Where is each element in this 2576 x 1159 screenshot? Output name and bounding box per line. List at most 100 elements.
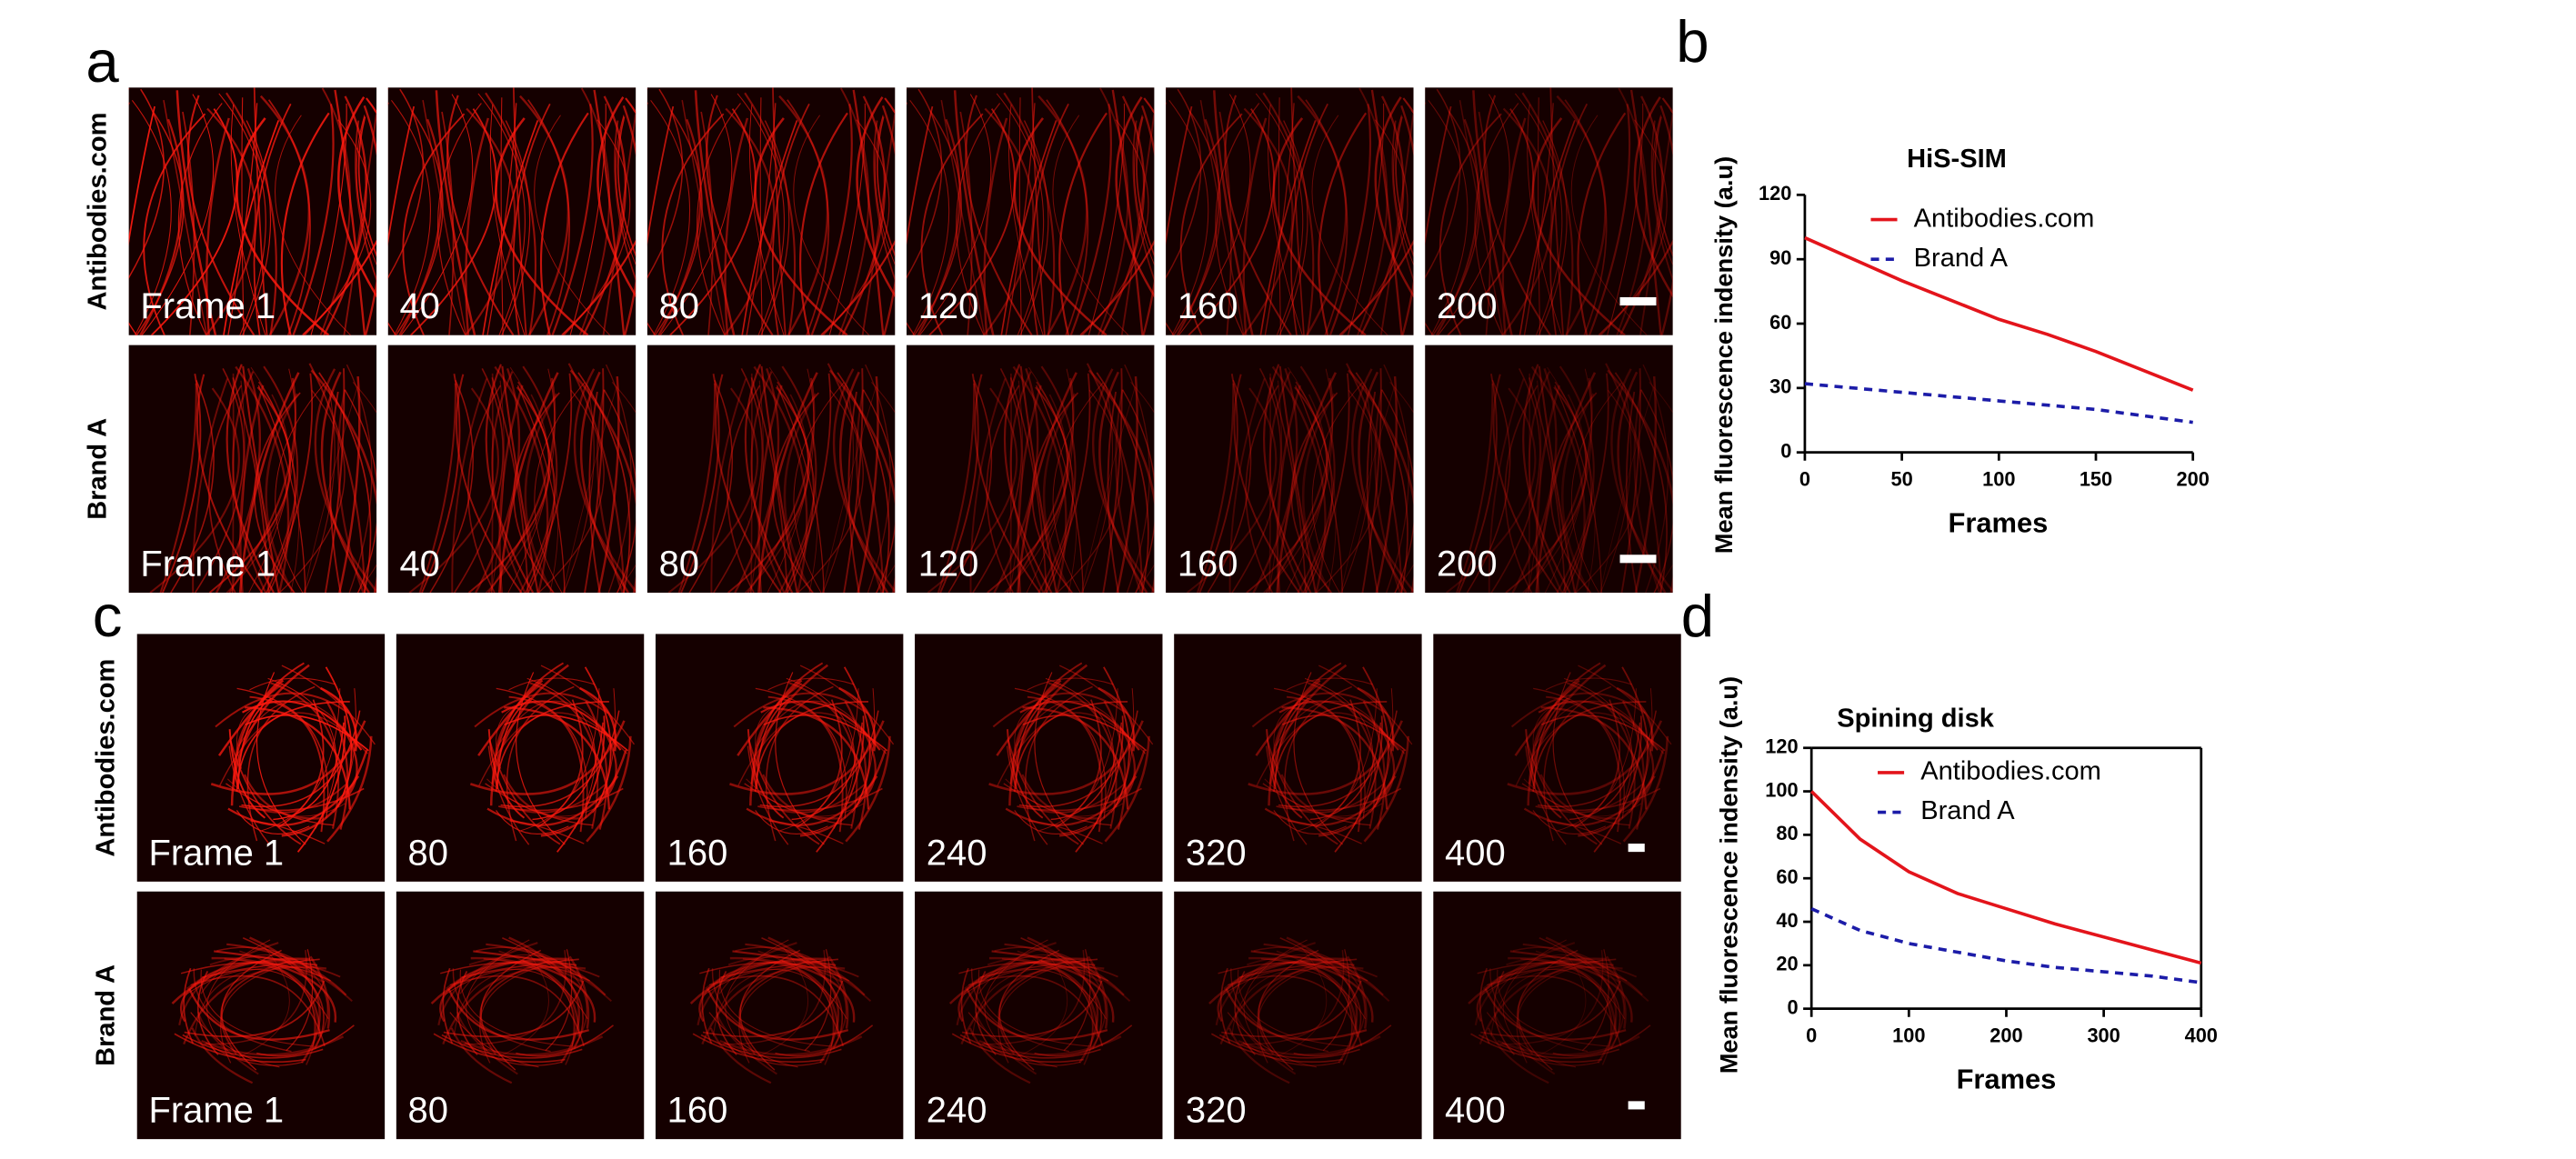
- filament: [226, 943, 347, 996]
- filament: [254, 392, 301, 594]
- filament: [1263, 364, 1312, 594]
- filament: [1284, 783, 1385, 814]
- filament: [1238, 1035, 1381, 1056]
- filament: [1268, 104, 1303, 335]
- micrograph: [396, 891, 645, 1140]
- filament: [304, 385, 336, 594]
- filament: [1395, 116, 1414, 257]
- filament: [1625, 391, 1639, 594]
- filament: [1527, 664, 1607, 806]
- filament: [1446, 387, 1537, 594]
- filament: [342, 727, 358, 795]
- filament: [700, 111, 714, 335]
- filament: [1268, 373, 1272, 594]
- filament: [441, 1034, 583, 1059]
- filament: [443, 980, 585, 1038]
- filament: [992, 692, 1128, 728]
- filament: [1014, 810, 1088, 834]
- y-tick-label: 120: [1765, 734, 1798, 757]
- micrograph: [1174, 891, 1422, 1140]
- filament: [1208, 957, 1348, 1004]
- filament: [1509, 950, 1614, 966]
- filament: [453, 966, 568, 1037]
- filament: [1425, 88, 1461, 279]
- filament: [828, 369, 896, 594]
- filament: [757, 385, 783, 594]
- filament: [1115, 96, 1155, 298]
- filament: [719, 1035, 863, 1056]
- filament: [1341, 119, 1408, 335]
- filament: [1278, 700, 1399, 751]
- filament: [1497, 1035, 1640, 1056]
- filament: [1535, 787, 1661, 812]
- filament: [975, 971, 997, 1055]
- filament: [729, 720, 885, 795]
- filament: [1599, 385, 1632, 594]
- filament: [534, 382, 586, 594]
- filament: [1438, 113, 1502, 335]
- micrograph-content: [667, 363, 896, 594]
- filament: [190, 1012, 280, 1068]
- filament: [477, 679, 544, 756]
- filament: [1251, 692, 1387, 728]
- filament: [1103, 666, 1130, 808]
- filament: [1516, 960, 1588, 1055]
- filament: [1302, 373, 1350, 594]
- filament: [494, 365, 549, 594]
- filament: [704, 968, 847, 1020]
- filament: [1027, 677, 1114, 691]
- filament: [1340, 385, 1373, 594]
- filament: [1001, 958, 1094, 1046]
- filament: [1556, 365, 1595, 594]
- filament: [1027, 695, 1103, 833]
- filament: [1218, 1034, 1360, 1059]
- filament: [970, 968, 1069, 1053]
- filament: [1281, 714, 1407, 752]
- y-axis-title: Mean fluorescence indensity (a.u): [1709, 156, 1738, 554]
- filament: [1425, 105, 1452, 245]
- filament: [669, 108, 757, 335]
- filament: [993, 367, 1039, 594]
- filament: [793, 115, 870, 335]
- filament: [1525, 745, 1567, 845]
- filament: [211, 956, 321, 1037]
- filament: [259, 365, 299, 594]
- filament: [1173, 110, 1221, 335]
- filament: [185, 968, 329, 1020]
- filament: [185, 961, 325, 990]
- filament: [1246, 386, 1328, 594]
- filament: [763, 706, 870, 810]
- filament: [231, 380, 246, 594]
- filament: [1477, 962, 1628, 982]
- filament: [1238, 958, 1358, 978]
- filament: [1506, 955, 1649, 1003]
- filament: [567, 363, 626, 594]
- row-label: Antibodies.com: [92, 659, 121, 857]
- filament: [1040, 960, 1115, 1023]
- filament: [1599, 386, 1655, 594]
- filament: [1363, 735, 1410, 843]
- filament: [226, 92, 277, 335]
- filament: [616, 116, 636, 257]
- filament: [463, 950, 566, 1045]
- filament: [1520, 958, 1612, 1046]
- filament: [1284, 685, 1352, 842]
- filament: [488, 740, 561, 845]
- filament: [1000, 120, 1057, 335]
- filament: [741, 120, 798, 335]
- filament: [1223, 961, 1362, 990]
- filament: [1009, 371, 1045, 594]
- filament: [1532, 701, 1647, 793]
- filament: [534, 115, 611, 335]
- filament: [512, 87, 527, 335]
- filament: [395, 110, 444, 335]
- filament: [1348, 369, 1414, 594]
- filament: [433, 1033, 566, 1064]
- scale-bar: [1628, 844, 1645, 853]
- filament: [702, 980, 844, 1038]
- filament: [1018, 710, 1138, 808]
- filament: [1268, 662, 1342, 784]
- filament: [1654, 116, 1673, 257]
- filament: [1020, 936, 1103, 1050]
- filament: [1527, 104, 1562, 335]
